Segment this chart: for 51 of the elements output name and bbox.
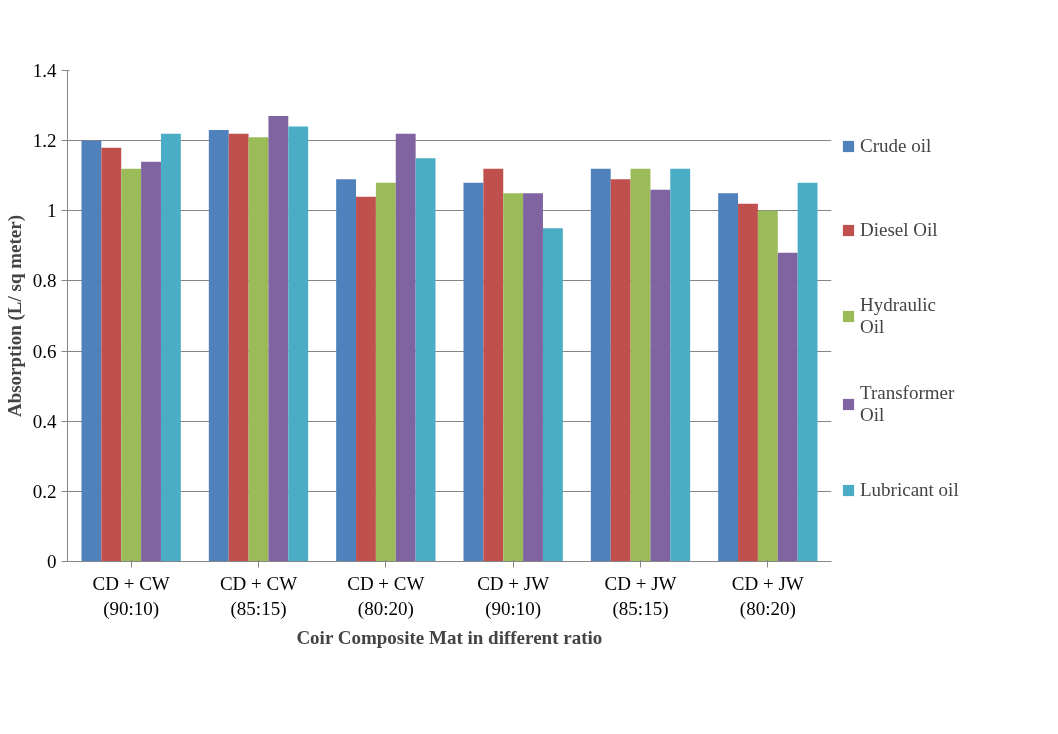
x-tick-label: CD + CW (80:20) <box>347 572 425 620</box>
bar <box>503 193 524 562</box>
bar <box>670 168 691 562</box>
bar <box>336 179 357 562</box>
bar <box>288 126 309 562</box>
bar <box>610 179 631 562</box>
y-tick-label: 1 <box>47 200 57 222</box>
y-tick-label: 1.2 <box>32 130 57 152</box>
bar <box>523 193 543 562</box>
bar <box>141 161 161 562</box>
y-tick-label: 0.4 <box>32 410 57 432</box>
x-tick-label: CD + CW (85:15) <box>219 572 298 620</box>
legend-label: Hydraulic Oil <box>860 294 936 338</box>
y-axis-title: Absorption (L/ sq meter) <box>3 214 26 418</box>
bar <box>463 182 484 562</box>
bar <box>415 158 436 562</box>
y-tick-label: 0.6 <box>32 340 57 362</box>
bar <box>630 168 651 562</box>
bar <box>268 116 289 562</box>
x-axis-title: Coir Composite Mat in different ratio <box>296 626 603 648</box>
bar <box>81 140 102 562</box>
y-tick-label: 0.2 <box>32 480 57 502</box>
bar <box>101 147 122 562</box>
bar <box>650 189 671 562</box>
bar <box>590 168 611 562</box>
y-tick-label: 0 <box>47 551 57 572</box>
legend-label: Crude oil <box>860 134 932 158</box>
bar <box>375 182 396 562</box>
y-tick-label: 1.4 <box>32 60 57 81</box>
bar <box>542 228 563 562</box>
bar <box>160 133 181 562</box>
legend-label: Diesel Oil <box>860 218 938 242</box>
bar <box>718 193 739 562</box>
bar <box>228 133 249 562</box>
bar <box>356 196 376 562</box>
x-tick-label: CD + JW (85:15) <box>604 572 677 620</box>
bar <box>777 252 798 562</box>
bar <box>248 137 269 562</box>
bar <box>738 203 758 562</box>
x-tick-label: CD + JW (90:10) <box>477 572 550 620</box>
y-tick-label: 0.8 <box>32 270 57 292</box>
bar <box>208 130 229 562</box>
x-tick-label: CD + CW (90:10) <box>92 572 170 620</box>
legend-label: Lubricant oil <box>860 478 959 502</box>
bar <box>797 182 818 562</box>
bar <box>483 168 504 562</box>
bar <box>121 168 142 562</box>
bar <box>395 133 416 562</box>
legend-label: Transformer Oil <box>860 382 955 426</box>
x-tick-label: CD + JW (80:20) <box>731 572 804 620</box>
bar <box>757 210 778 562</box>
